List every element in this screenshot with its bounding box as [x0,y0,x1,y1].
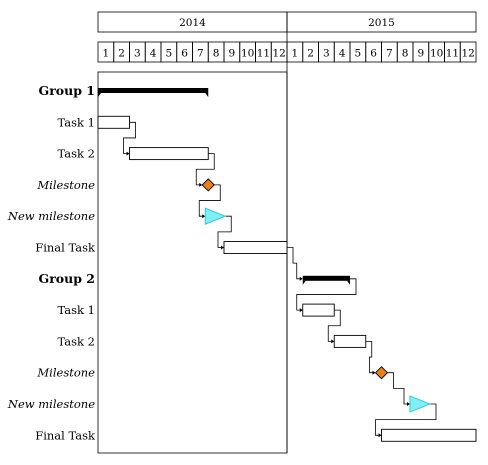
dependency-arrowhead [331,339,335,344]
row-label: Group 2 [39,271,95,286]
month-label: 3 [323,48,330,60]
month-label: 2 [307,48,314,60]
month-label: 3 [134,48,141,60]
group-bar-right-tip [205,93,209,97]
month-label: 11 [446,48,459,60]
dependency-link [217,215,232,248]
chart-body-2014 [97,71,288,454]
dependency-arrowhead [299,276,303,281]
task-bar [302,303,335,317]
dependency-arrowhead [221,245,224,250]
group-bar [98,88,209,97]
month-label: 4 [339,48,346,60]
new-milestone-triangle [409,395,432,413]
dependency-link [195,153,215,186]
dependency-link [198,184,221,217]
month-label: 12 [272,48,285,60]
month-label: 7 [197,48,204,60]
month-cell [459,41,477,63]
month-label: 4 [150,48,157,60]
task-bar [129,147,209,161]
task-bar [333,334,367,348]
chart-bars [97,88,477,442]
group-bar-body [98,88,209,93]
row-label: Milestone [36,178,95,192]
dependency-arrowhead [299,308,303,313]
dependency-link [375,403,437,436]
dependency-links [123,121,437,438]
row-label: Group 1 [39,83,95,98]
milestone-diamond [201,178,215,192]
row-labels: Group 1 Task 1 Task 2 Milestone New mileston… [7,83,96,442]
task-bar [381,428,477,442]
group-bar-right-tip [347,280,350,285]
month-label: 1 [292,48,299,60]
dependency-arrowhead [372,370,376,375]
dependency-link [365,341,374,374]
group-bar [302,275,350,285]
row-label: Milestone [36,366,95,380]
row-label: New milestone [7,209,95,223]
month-label: 8 [213,48,220,60]
row-label: Task 1 [58,115,95,129]
dependency-link [296,278,357,311]
month-label: 10 [430,48,443,60]
month-label: 5 [166,48,173,60]
dependency-arrowhead [199,182,203,187]
month-label: 10 [241,48,254,60]
month-label: 1 [103,48,110,60]
month-label: 9 [418,48,425,60]
row-label: Task 2 [58,334,95,348]
row-label: Final Task [35,241,96,255]
month-label: 5 [355,48,362,60]
year-label: 2014 [179,17,206,29]
group-bar-body [302,275,350,281]
month-label: 11 [257,48,270,60]
dependency-arrowhead [202,214,206,219]
task-bar [97,115,130,129]
group-bar-left-tip [98,93,101,97]
month-label: 6 [370,48,377,60]
month-label: 2 [118,48,125,60]
month-label: 9 [229,48,236,60]
chart-frame [97,12,288,454]
year-label: 2015 [368,17,395,29]
task-bar [223,241,288,254]
row-label: Task 1 [58,303,95,317]
new-milestone-triangle [204,207,227,225]
dependency-link [387,372,408,405]
row-label: Final Task [35,428,96,442]
month-label: 6 [181,48,188,60]
row-label: Task 2 [58,147,95,161]
month-label: 7 [386,48,393,60]
milestone-diamond [374,366,389,380]
month-label: 8 [402,48,409,60]
dependency-arrowhead [126,151,130,156]
group-bar-left-tip [302,280,306,285]
dependency-link [287,247,301,280]
row-label: New milestone [7,397,95,411]
dependency-arrowhead [407,402,410,406]
dependency-link [123,121,136,154]
dependency-arrowhead [378,433,382,438]
month-label: 12 [461,48,474,60]
dependency-link [327,309,341,342]
